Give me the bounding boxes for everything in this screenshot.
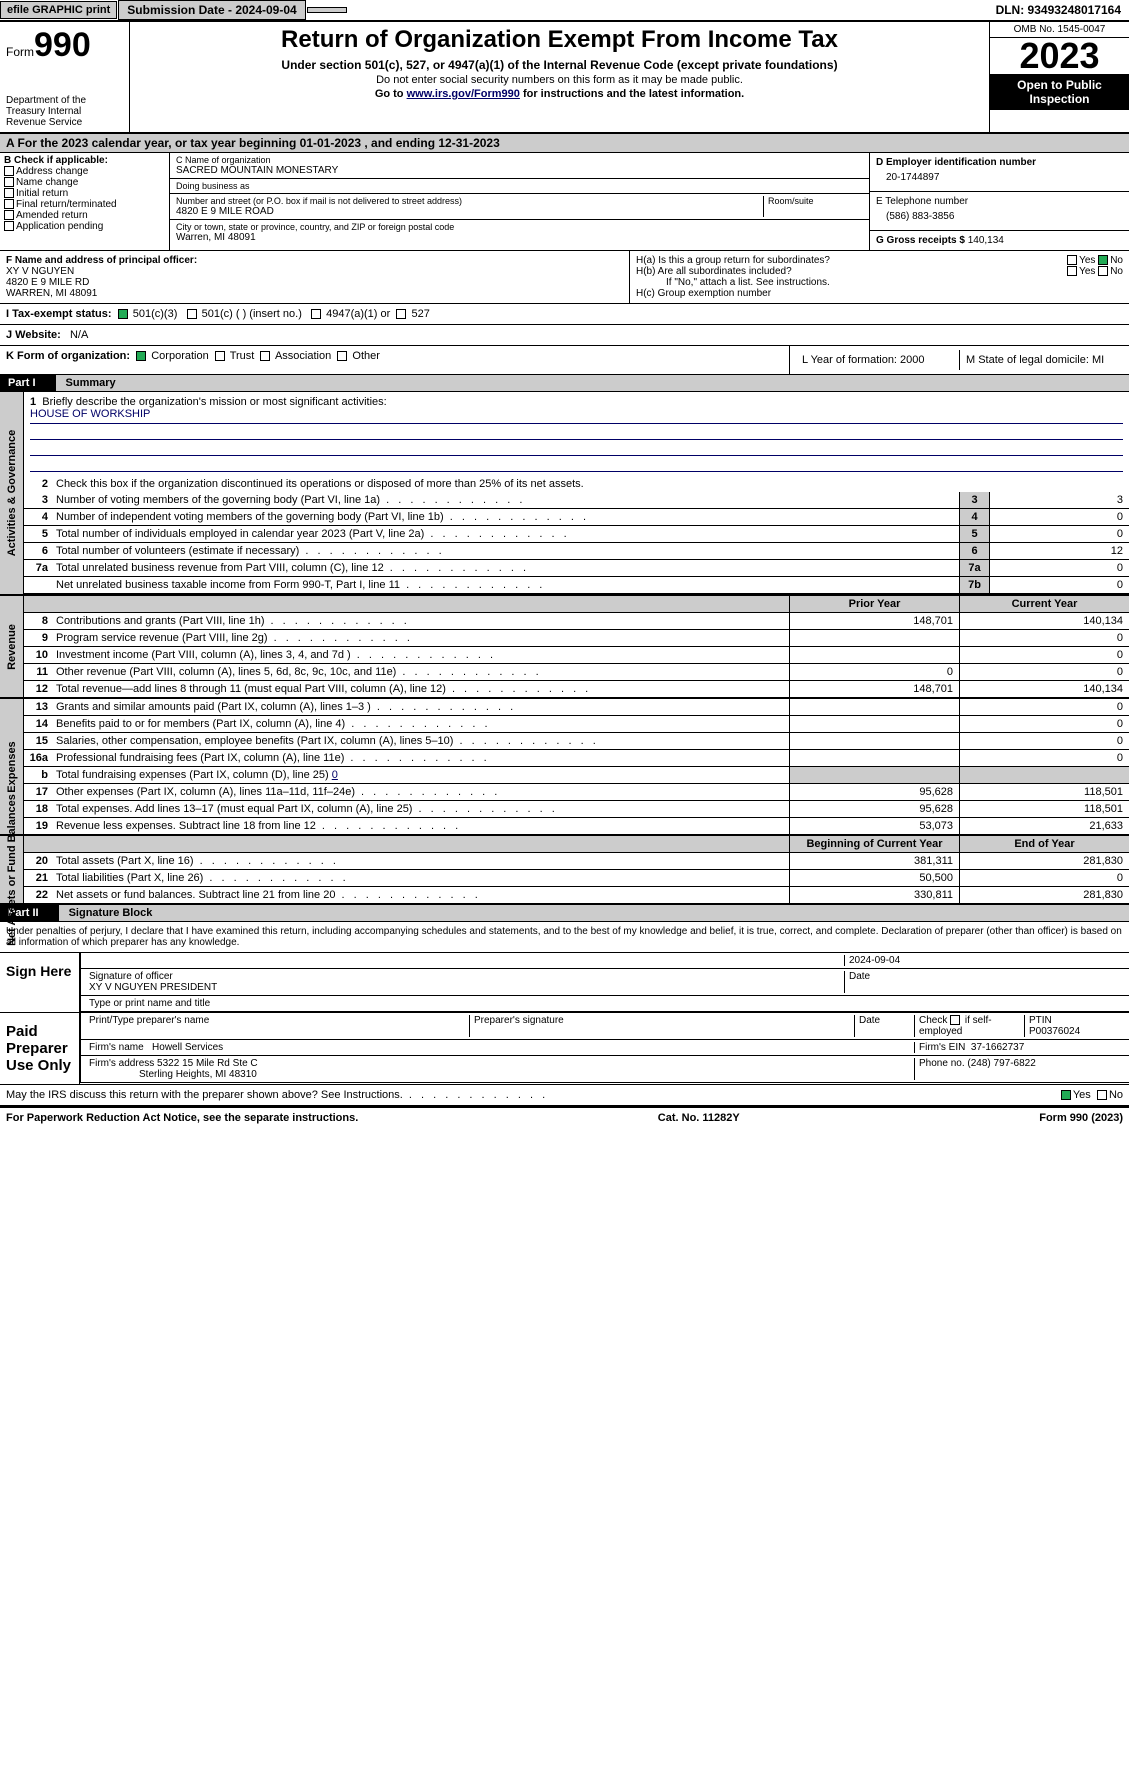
form-subtitle: Under section 501(c), 527, or 4947(a)(1)… (138, 58, 981, 72)
ha-yes[interactable] (1067, 255, 1077, 265)
chk-name[interactable] (4, 177, 14, 187)
chk-initial[interactable] (4, 188, 14, 198)
declaration: Under penalties of perjury, I declare th… (0, 922, 1129, 953)
city-zip: Warren, MI 48091 (176, 232, 863, 243)
summary-revenue: Revenue Prior YearCurrent Year 8Contribu… (0, 596, 1129, 699)
section-ij: I Tax-exempt status: 501(c)(3) 501(c) ( … (0, 304, 1129, 346)
org-name: SACRED MOUNTAIN MONESTARY (176, 165, 863, 176)
year-formation: L Year of formation: 2000 (796, 350, 959, 370)
section-bcd: B Check if applicable: Address change Na… (0, 153, 1129, 251)
chk-amended[interactable] (4, 210, 14, 220)
line-a: A For the 2023 calendar year, or tax yea… (0, 134, 1129, 153)
group-exemption: H(c) Group exemption number (636, 288, 1123, 299)
gross-receipts: 140,134 (968, 235, 1004, 246)
chk-corp[interactable] (136, 351, 146, 361)
dept-label: Department of the Treasury Internal Reve… (6, 95, 123, 128)
chk-trust[interactable] (215, 351, 225, 361)
summary-governance: Activities & Governance 1 Briefly descri… (0, 392, 1129, 596)
box-b-title: B Check if applicable: (4, 155, 165, 166)
hb-no[interactable] (1098, 266, 1108, 276)
section-klm: K Form of organization: Corporation Trus… (0, 346, 1129, 375)
form-header: Form990 Department of the Treasury Inter… (0, 22, 1129, 134)
paid-preparer: Paid Preparer Use Only Print/Type prepar… (0, 1013, 1129, 1085)
discuss-row: May the IRS discuss this return with the… (0, 1085, 1129, 1106)
open-public: Open to Public Inspection (990, 74, 1129, 110)
sign-here: Sign Here 2024-09-04 Signature of office… (0, 953, 1129, 1013)
chk-self[interactable] (950, 1015, 960, 1025)
discuss-no[interactable] (1097, 1090, 1107, 1100)
blank-btn (307, 7, 347, 13)
irs-link[interactable]: www.irs.gov/Form990 (407, 88, 520, 100)
website: N/A (70, 329, 88, 341)
part2-header: Part IISignature Block (0, 905, 1129, 922)
officer-name: XY V NGUYEN (6, 266, 623, 277)
cat-no: Cat. No. 11282Y (658, 1112, 740, 1124)
efile-btn[interactable]: efile GRAPHIC print (0, 1, 117, 19)
part1-header: Part ISummary (0, 375, 1129, 392)
ptin: P00376024 (1029, 1026, 1080, 1037)
form-label: Form (6, 45, 34, 59)
footer: For Paperwork Reduction Act Notice, see … (0, 1106, 1129, 1128)
officer-sig: XY V NGUYEN PRESIDENT (89, 982, 217, 993)
room-suite: Room/suite (763, 196, 863, 217)
state-domicile: M State of legal domicile: MI (959, 350, 1123, 370)
form-number: 990 (34, 26, 91, 64)
firm-name: Howell Services (152, 1042, 223, 1053)
ein: 20-1744897 (876, 168, 1123, 187)
chk-501c[interactable] (187, 309, 197, 319)
chk-assoc[interactable] (260, 351, 270, 361)
mission: HOUSE OF WORKSHIP (30, 408, 1123, 424)
form-title: Return of Organization Exempt From Incom… (138, 26, 981, 54)
street-addr: 4820 E 9 MILE ROAD (176, 206, 763, 217)
dba-label: Doing business as (176, 181, 863, 191)
form-ref: Form 990 (2023) (1039, 1112, 1123, 1124)
chk-4947[interactable] (311, 309, 321, 319)
section-fh: F Name and address of principal officer:… (0, 251, 1129, 304)
tax-year: 2023 (990, 38, 1129, 74)
summary-expenses: Expenses 13Grants and similar amounts pa… (0, 699, 1129, 836)
prep-phone: (248) 797-6822 (967, 1058, 1035, 1069)
topbar: efile GRAPHIC print Submission Date - 20… (0, 0, 1129, 22)
chk-address[interactable] (4, 166, 14, 176)
phone: (586) 883-3856 (876, 207, 1123, 226)
chk-other[interactable] (337, 351, 347, 361)
chk-527[interactable] (396, 309, 406, 319)
ssn-note: Do not enter social security numbers on … (138, 74, 981, 86)
chk-501c3[interactable] (118, 309, 128, 319)
chk-pending[interactable] (4, 221, 14, 231)
firm-ein: 37-1662737 (971, 1042, 1024, 1053)
sign-date: 2024-09-04 (845, 955, 1125, 966)
fundraising-exp: 0 (332, 769, 338, 781)
hb-yes[interactable] (1067, 266, 1077, 276)
ha-no[interactable] (1098, 255, 1108, 265)
summary-netassets: Net Assets or Fund Balances Beginning of… (0, 836, 1129, 905)
dln: DLN: 93493248017164 (996, 3, 1129, 17)
submission-date: Submission Date - 2024-09-04 (118, 0, 305, 20)
chk-final[interactable] (4, 199, 14, 209)
discuss-yes[interactable] (1061, 1090, 1071, 1100)
